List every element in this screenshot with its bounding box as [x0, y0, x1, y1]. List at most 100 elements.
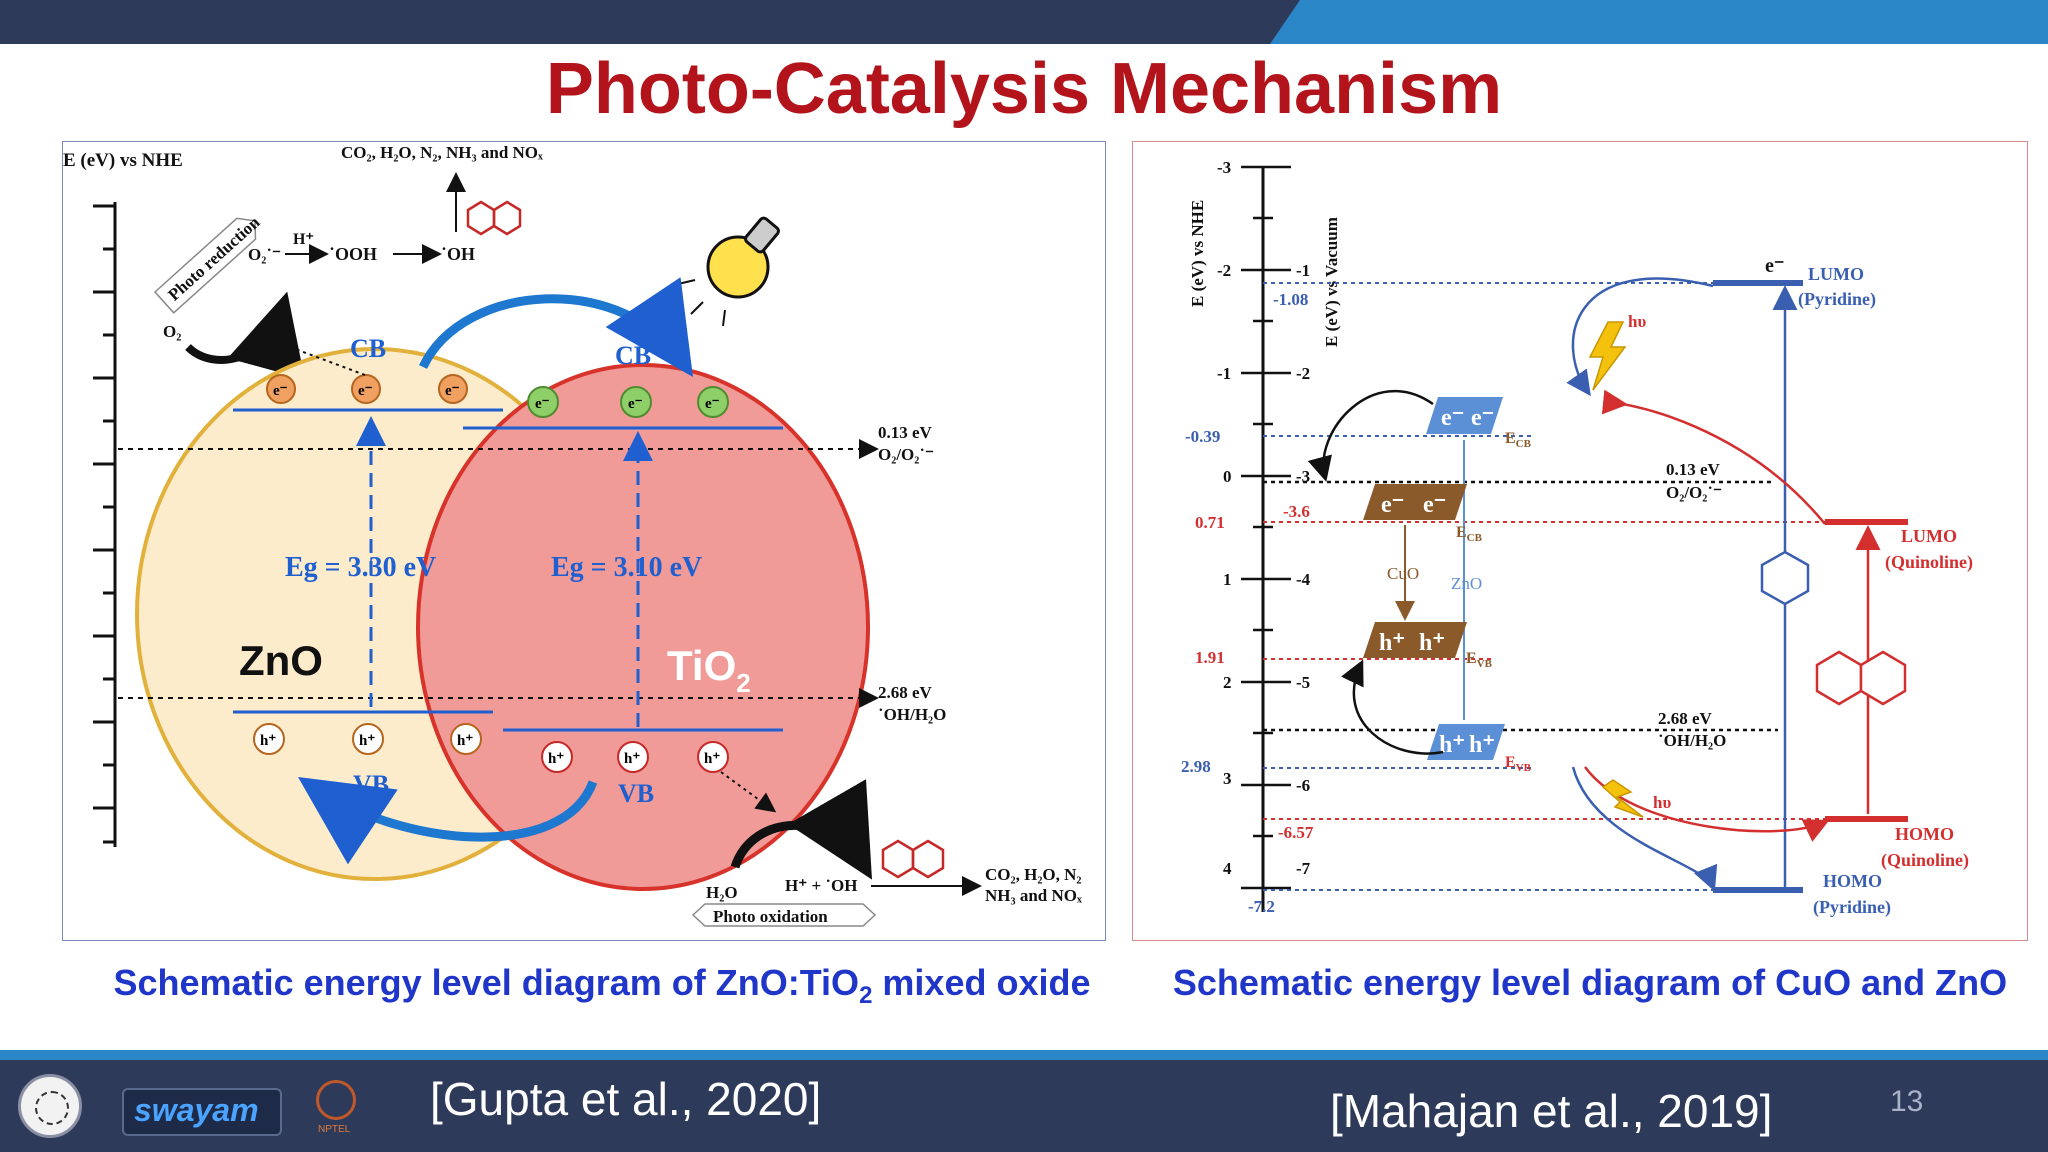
hv-label-1: hυ	[1628, 312, 1646, 331]
o2-radical-label: O₂˙⁻	[248, 245, 281, 264]
tio2-holes: h⁺ h⁺ h⁺	[541, 741, 729, 773]
svg-text:e⁻: e⁻	[445, 383, 460, 399]
cuo-vb-holes: h⁺ h⁺	[1379, 630, 1445, 656]
electron-transfer-arrow	[418, 277, 694, 377]
val-108: -1.08	[1273, 290, 1308, 309]
swayam-logo: swayam	[122, 1088, 282, 1136]
svg-text:-1: -1	[1296, 261, 1310, 280]
electron-transfer-arrow-right	[1307, 389, 1434, 482]
cuo-ecb-label: ECB	[1456, 524, 1483, 544]
page-number: 13	[1890, 1085, 1924, 1118]
right-level-013-couple: O₂/O₂˙⁻	[1666, 483, 1722, 502]
institute-logo-icon	[18, 1074, 82, 1138]
svg-text:e⁻: e⁻	[1441, 405, 1464, 431]
svg-text:-7: -7	[1296, 859, 1311, 878]
homo-quinoline-name: (Quinoline)	[1881, 850, 1969, 871]
zno-ecb-label: ECB	[1505, 430, 1532, 450]
h-plus-label: H⁺	[293, 231, 314, 248]
pyridine-electron: e⁻	[1765, 255, 1784, 277]
o2-label: O₂	[163, 322, 181, 341]
left-axis-ticks	[93, 204, 115, 844]
quinoline-icon-right	[1815, 650, 1907, 706]
h2o-label: H₂O	[706, 883, 738, 902]
tio2-electrons: e⁻ e⁻ e⁻	[527, 386, 729, 418]
zno-holes: h⁺ h⁺ h⁺	[253, 723, 482, 755]
caption-left: Schematic energy level diagram of ZnO:Ti…	[113, 962, 1091, 1010]
footer-accent-line	[0, 1050, 2048, 1060]
lumo-pyridine-name: (Pyridine)	[1798, 289, 1876, 310]
svg-text:e⁻: e⁻	[705, 396, 720, 412]
svg-text:4: 4	[1223, 859, 1232, 878]
reference-left: [Gupta et al., 2020]	[430, 1073, 822, 1125]
hole-transfer-arrow	[298, 777, 598, 865]
lightning-icon-2	[1601, 779, 1644, 818]
svg-text:-2: -2	[1296, 364, 1310, 383]
svg-text:h⁺: h⁺	[1419, 630, 1445, 656]
oxidation-arrow	[730, 779, 873, 880]
svg-text:e⁻: e⁻	[273, 383, 288, 399]
svg-text:h⁺: h⁺	[457, 733, 473, 749]
svg-text:-6: -6	[1296, 776, 1310, 795]
bottom-products-1: CO₂, H₂O, N₂	[985, 865, 1082, 884]
zno-bandgap-label: Eg = 3.30 eV	[285, 552, 436, 583]
bottom-products-2: NH₃ and NOₓ	[985, 886, 1082, 905]
svg-text:1: 1	[1223, 570, 1232, 589]
zno-vb-holes: h⁺ h⁺	[1439, 732, 1495, 758]
val-039: -0.39	[1185, 427, 1220, 446]
reference-right: [Mahajan et al., 2019]	[1330, 1085, 1773, 1137]
pyridine-hole-transfer	[1571, 766, 1718, 892]
cuo-evb-label: EVB	[1466, 650, 1493, 670]
homo-pyridine-label: HOMO	[1823, 871, 1882, 891]
top-products-label: CO₂, H₂O, N₂, NH₃ and NOₓ	[341, 143, 543, 162]
quinoline-hole-transfer	[1583, 766, 1830, 842]
cuo-label: CuO	[1387, 564, 1419, 583]
svg-text:e⁻: e⁻	[1423, 492, 1446, 518]
svg-text:2: 2	[1223, 673, 1232, 692]
axis-vacuum-label: E (eV) vs Vacuum	[1322, 217, 1341, 347]
val-071: 0.71	[1195, 513, 1225, 532]
svg-text:e⁻: e⁻	[628, 396, 643, 412]
val-72: -7.2	[1248, 897, 1275, 916]
right-level-268-couple: ˙OH/H₂O	[1658, 731, 1726, 750]
cuo-zno-energy-diagram: E (eV) vs NHE E (eV) vs Vacuum -3 -2 -1 …	[1132, 141, 2028, 941]
val-657: -6.57	[1278, 823, 1314, 842]
cuo-cb-electrons: e⁻ e⁻	[1381, 492, 1446, 518]
svg-text:Photo oxidation: Photo oxidation	[713, 907, 828, 926]
right-level-268: 2.68 eV	[1658, 709, 1713, 728]
val-36: -3.6	[1283, 502, 1310, 521]
ooh-label: ˙OOH	[329, 244, 377, 264]
zno-cb-block	[1426, 397, 1503, 434]
tio2-ellipse	[416, 363, 870, 891]
right-level-013: 0.13 eV	[1666, 460, 1721, 479]
tio2-bandgap-label: Eg = 3.10 eV	[551, 552, 702, 583]
svg-text:-1: -1	[1217, 364, 1231, 383]
h-oh-label: H⁺ + ˙OH	[785, 876, 858, 895]
svg-text:e⁻: e⁻	[1471, 405, 1494, 431]
pyridine-electron-injection	[1566, 277, 1714, 397]
tio2-vb-label: VB	[618, 779, 654, 808]
quinoline-icon	[466, 200, 522, 236]
quinoline-icon-bottom	[881, 839, 945, 879]
top-bar-accent	[1270, 0, 2048, 44]
axis-nhe-label: E (eV) vs NHE	[1188, 200, 1207, 307]
pyridine-icon	[1760, 550, 1810, 606]
quinoline-electron-injection	[1601, 389, 1826, 525]
zno-tio2-energy-diagram: E (eV) vs NHE Photo reduction O₂ O₂˙⁻ H⁺…	[62, 141, 1106, 941]
svg-text:-2: -2	[1217, 261, 1231, 280]
light-bulb-icon	[677, 216, 780, 327]
svg-text:e⁻: e⁻	[1381, 492, 1404, 518]
left-axis-label: E (eV) vs NHE	[63, 150, 183, 171]
reduction-arrow	[185, 291, 305, 380]
homo-pyridine-name: (Pyridine)	[1813, 897, 1891, 918]
zno-cb-label: CB	[350, 334, 386, 363]
svg-text:-4: -4	[1296, 570, 1311, 589]
zno-cb-electrons: e⁻ e⁻	[1441, 405, 1494, 431]
svg-text:h⁺: h⁺	[1469, 732, 1495, 758]
zno-electrons: e⁻ e⁻ e⁻	[266, 374, 468, 404]
svg-text:3: 3	[1223, 769, 1232, 788]
oh-label: ˙OH	[441, 244, 475, 264]
nptel-logo: NPTEL	[312, 1078, 362, 1140]
svg-text:0: 0	[1223, 467, 1232, 486]
lumo-quinoline-name: (Quinoline)	[1885, 552, 1973, 573]
lumo-pyridine-label: LUMO	[1808, 264, 1864, 284]
